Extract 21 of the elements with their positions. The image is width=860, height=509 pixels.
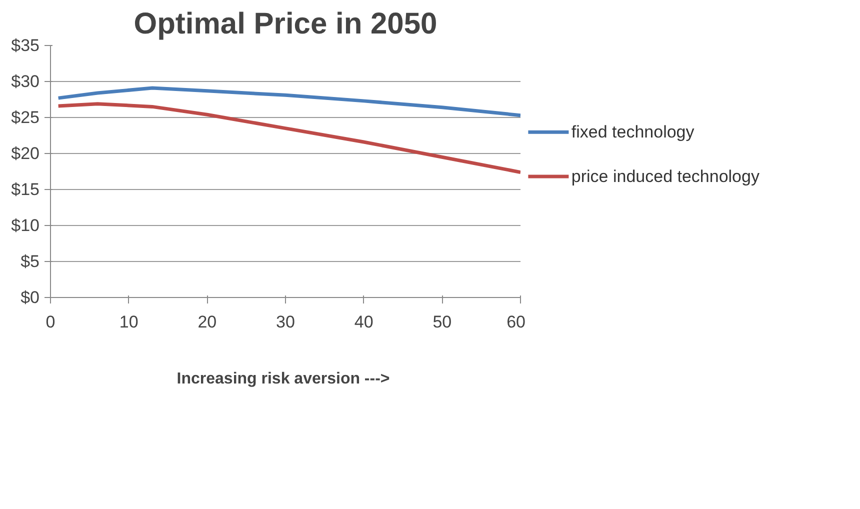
line-series: [56, 102, 520, 174]
y-tick-label: $15: [11, 180, 40, 199]
chart-title: Optimal Price in 2050: [134, 8, 438, 40]
legend-label: price induced technology: [571, 167, 760, 186]
x-tick-label: 10: [119, 312, 138, 332]
y-tick-label: $10: [11, 216, 40, 235]
y-tick-label: $30: [11, 72, 40, 91]
y-tick-label: $25: [11, 108, 40, 127]
x-tick-label: 50: [432, 312, 452, 332]
y-tick-label: $5: [20, 252, 40, 271]
x-tick-label: 60: [506, 312, 526, 332]
line-series: [56, 86, 520, 118]
x-tick-label: 40: [354, 312, 374, 332]
legend-label: fixed technology: [571, 122, 695, 142]
x-axis-title: Increasing risk aversion --->: [176, 370, 390, 388]
x-tick-label: 0: [46, 312, 56, 332]
x-tick-label: 30: [276, 312, 295, 332]
y-tick-label: $20: [11, 144, 40, 163]
y-tick-label: $35: [11, 36, 40, 55]
x-tick-label: 20: [198, 312, 217, 332]
y-tick-label: $0: [20, 288, 40, 307]
